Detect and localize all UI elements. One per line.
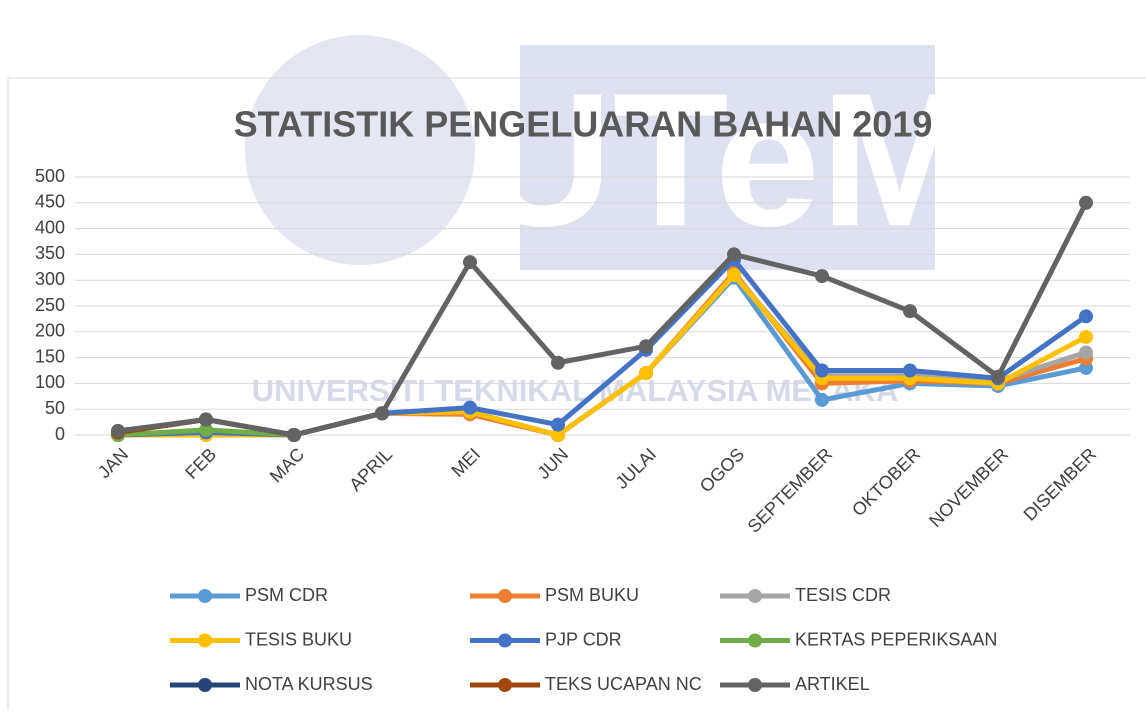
data-point (199, 412, 213, 427)
data-point (727, 247, 741, 262)
data-point (815, 269, 829, 284)
data-point (639, 366, 653, 381)
legend-label: NOTA KURSUS (245, 674, 373, 694)
data-point (551, 428, 565, 442)
x-tick-label: SEPTEMBER (744, 444, 837, 537)
legend-marker (748, 633, 762, 648)
data-point (287, 428, 301, 442)
y-tick-label: 300 (35, 269, 65, 289)
x-tick-label: JULAI (611, 444, 660, 493)
watermark-logo: UTeM (475, 54, 978, 266)
legend-label: PSM BUKU (545, 585, 639, 605)
legend-label: ARTIKEL (795, 674, 870, 694)
legend-label: TEKS UCAPAN NC (545, 674, 702, 694)
data-point (903, 363, 917, 378)
x-tick-label: JUN (533, 444, 572, 483)
data-point (199, 422, 213, 437)
legend-label: PSM CDR (245, 585, 328, 605)
data-point (375, 406, 389, 421)
y-tick-label: 350 (35, 243, 65, 263)
y-tick-label: 150 (35, 346, 65, 366)
legend-marker (198, 589, 212, 603)
chart-title: STATISTIK PENGELUARAN BAHAN 2019 (234, 104, 933, 145)
series-line (117, 201, 1089, 438)
watermark-block (520, 45, 935, 270)
data-point (111, 423, 125, 438)
legend-marker (748, 589, 762, 603)
y-tick-label: 250 (35, 295, 65, 315)
legend-marker (748, 678, 762, 692)
legend-marker (498, 589, 512, 603)
legend-label: TESIS CDR (795, 585, 891, 605)
legend-label: TESIS BUKU (245, 629, 352, 649)
legend-marker (198, 678, 212, 692)
y-tick-label: 450 (35, 192, 65, 212)
data-point (815, 392, 829, 407)
x-tick-label: DISEMBER (1020, 444, 1101, 525)
x-tick-label: APRIL (345, 444, 396, 495)
data-point (903, 304, 917, 319)
data-point (1079, 329, 1093, 344)
series-line (117, 257, 1088, 438)
watermark-seal (245, 35, 475, 265)
legend-marker (498, 633, 512, 648)
y-tick-label: 400 (35, 217, 65, 237)
legend-marker (198, 633, 212, 648)
legend-label: KERTAS PEPERIKSAAN (795, 629, 997, 649)
data-point (1079, 195, 1093, 210)
data-point (1079, 345, 1093, 360)
x-tick-label: MAC (266, 444, 308, 486)
chart-border (7, 77, 1146, 715)
data-point (727, 268, 741, 283)
x-tick-label: NOVEMBER (925, 444, 1012, 531)
data-point (551, 355, 565, 370)
y-tick-label: 500 (35, 166, 65, 186)
legend-marker (498, 678, 512, 692)
data-point (551, 417, 565, 432)
y-tick-label: 100 (35, 372, 65, 392)
x-tick-label: MEI (447, 444, 484, 481)
legend-label: PJP CDR (545, 629, 622, 649)
x-tick-label: OKTOBER (848, 444, 924, 520)
data-point (815, 363, 829, 378)
data-point (463, 400, 477, 415)
y-tick-label: 0 (55, 424, 65, 444)
data-point (991, 369, 1005, 384)
data-point (639, 339, 653, 354)
data-point (1079, 309, 1093, 324)
x-tick-label: JAN (94, 444, 132, 482)
x-tick-label: FEB (181, 444, 220, 483)
y-tick-label: 50 (45, 398, 65, 418)
data-point (463, 255, 477, 270)
x-tick-label: OGOS (696, 444, 748, 496)
y-tick-label: 200 (35, 321, 65, 341)
watermark-text: UNIVERSITI TEKNIKAL MALAYSIA MELAKA (252, 373, 898, 408)
